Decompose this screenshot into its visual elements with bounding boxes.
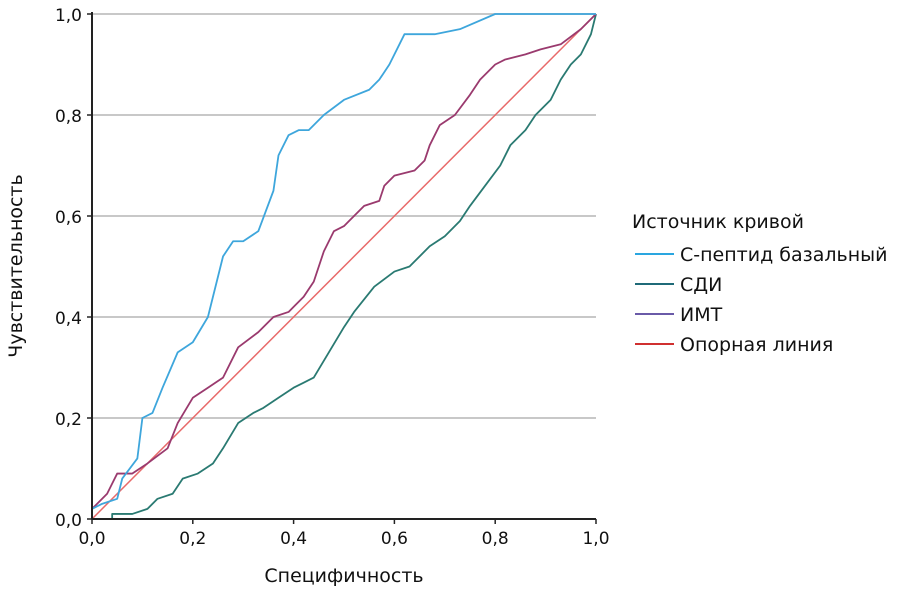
legend-label: СДИ: [680, 274, 722, 296]
y-tick-label: 0,4: [55, 309, 82, 329]
series-line-2: [91, 13, 597, 519]
x-tick-label: 0,2: [179, 529, 206, 549]
axes: [87, 12, 597, 524]
y-axis-label: Чувствительность: [5, 174, 27, 357]
series-line-0: [91, 13, 596, 519]
legend-label: С-пептид базальный: [680, 244, 887, 266]
y-tick-labels: 0,0 0,2 0,4 0,6 0,8 1,0: [55, 6, 82, 531]
series-line-1: [111, 13, 597, 519]
series-line-3: [91, 13, 597, 520]
y-tick-label: 0,0: [55, 511, 82, 531]
x-tick-label: 1,0: [582, 529, 609, 549]
y-tick-label: 0,6: [55, 208, 82, 228]
y-tick-label: 0,2: [55, 410, 82, 430]
x-axis-label: Специфичность: [264, 565, 423, 587]
series-lines: [91, 13, 597, 520]
legend-label: Опорная линия: [680, 334, 833, 356]
legend-title: Источник кривой: [632, 211, 804, 233]
x-tick-label: 0,0: [78, 529, 105, 549]
legend-label: ИМТ: [680, 304, 723, 326]
legend: Источник кривой С-пептид базальный СДИ ИМТ…: [632, 211, 887, 356]
x-tick-label: 0,6: [381, 529, 408, 549]
y-tick-label: 0,8: [55, 107, 82, 127]
gridlines: [92, 13, 596, 419]
x-tick-label: 0,4: [280, 529, 307, 549]
y-tick-label: 1,0: [55, 6, 82, 26]
x-tick-labels: 0,0 0,2 0,4 0,6 0,8 1,0: [78, 529, 609, 549]
x-tick-label: 0,8: [482, 529, 509, 549]
